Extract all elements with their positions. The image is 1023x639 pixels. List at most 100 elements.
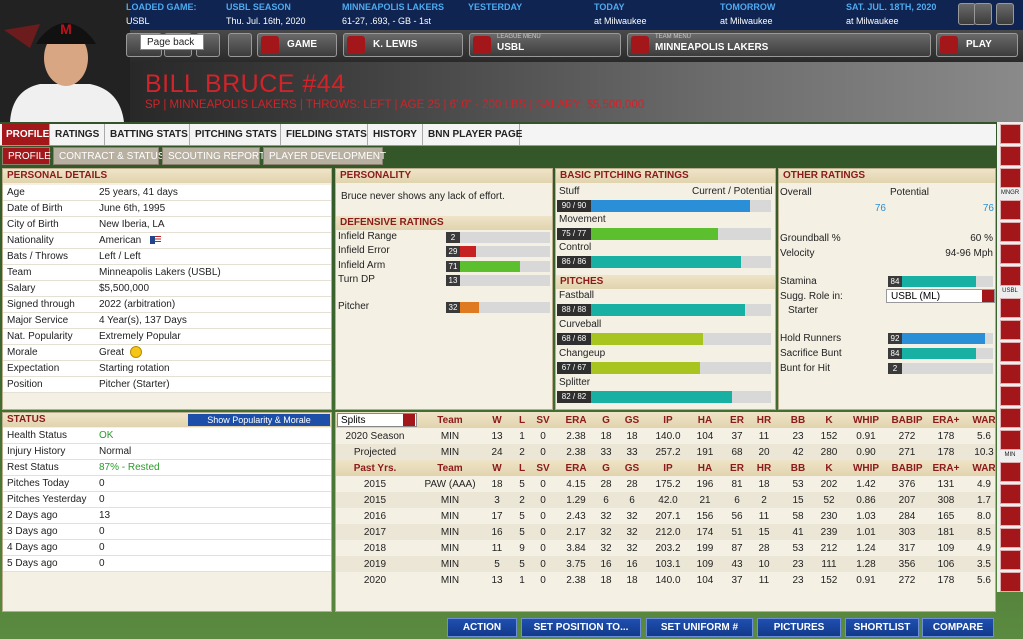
- detail-row: [3, 361, 331, 377]
- tab[interactable]: PROFILE: [2, 124, 50, 145]
- status-row: [3, 428, 331, 444]
- stats-row: [336, 492, 995, 508]
- sidebar-button[interactable]: [1000, 408, 1021, 428]
- subtab[interactable]: CONTRACT & STATUS: [53, 147, 165, 165]
- stats-cell: 18: [600, 575, 612, 586]
- tooltip: Page back: [140, 34, 204, 50]
- tab[interactable]: FIELDING STATS: [282, 124, 368, 145]
- home-button[interactable]: [228, 33, 252, 57]
- sidebar-button[interactable]: [1000, 484, 1021, 504]
- splits-dropdown[interactable]: Splits: [337, 413, 417, 427]
- player-name: BILL BRUCE #44: [145, 70, 346, 98]
- sidebar-button[interactable]: [1000, 200, 1021, 220]
- sidebar-button[interactable]: [1000, 506, 1021, 526]
- nav-button-icon: [347, 36, 365, 54]
- pitch-label: Curveball: [559, 319, 602, 330]
- detail-row: [3, 233, 331, 249]
- stats-cell: 28: [626, 479, 638, 490]
- stats-cell: 207.1: [655, 511, 681, 522]
- bottom-button[interactable]: SET UNIFORM #: [646, 618, 753, 637]
- sidebar-button[interactable]: [1000, 146, 1021, 166]
- stats-cell: 181: [937, 527, 955, 538]
- stats-cell: 2015: [363, 479, 387, 490]
- sidebar-button[interactable]: [1000, 124, 1021, 144]
- sidebar-button[interactable]: [1000, 342, 1021, 362]
- pitch-label: Splitter: [559, 377, 591, 388]
- tab[interactable]: RATINGS: [51, 124, 105, 145]
- info-label: Velocity: [780, 248, 815, 259]
- bottom-button[interactable]: ACTION: [447, 618, 517, 637]
- stats-cell: 109: [937, 543, 955, 554]
- bottom-button[interactable]: PICTURES: [757, 618, 841, 637]
- status-value: 87% - Rested: [99, 462, 160, 473]
- stats-row: [336, 556, 995, 572]
- sidebar-button[interactable]: [1000, 168, 1021, 188]
- stats-header: GS: [624, 463, 640, 474]
- bottom-button[interactable]: SET POSITION TO...: [521, 618, 641, 637]
- top-icon-help[interactable]: [974, 3, 992, 25]
- stats-cell: MIN: [440, 431, 460, 442]
- detail-row: [3, 345, 331, 361]
- bottom-button[interactable]: SHORTLIST: [845, 618, 919, 637]
- detail-value: $5,500,000: [99, 283, 150, 294]
- rating-value: 67 / 67: [557, 362, 591, 374]
- status-label: Pitches Today: [7, 478, 70, 489]
- nav-button-label: MINNEAPOLIS LAKERS: [655, 42, 769, 53]
- stats-header: HA: [697, 463, 713, 474]
- tab[interactable]: HISTORY: [369, 124, 423, 145]
- rating-label: Movement: [559, 214, 606, 225]
- sidebar-button[interactable]: [1000, 550, 1021, 570]
- nav-button[interactable]: [627, 33, 931, 57]
- rating-value: 71: [446, 261, 460, 272]
- rating-label: Turn DP: [338, 274, 375, 285]
- status-button[interactable]: Show Popularity & Morale: [188, 414, 330, 426]
- sidebar-button[interactable]: [1000, 462, 1021, 482]
- detail-label: Salary: [7, 283, 36, 294]
- detail-row: [3, 377, 331, 393]
- stats-cell: 271: [898, 447, 916, 458]
- stats-cell: 2015: [363, 495, 387, 506]
- bottom-button[interactable]: COMPARE: [922, 618, 994, 637]
- nav-button[interactable]: [469, 33, 621, 57]
- subtab[interactable]: SCOUTING REPORTS: [162, 147, 272, 165]
- sidebar-button[interactable]: [1000, 320, 1021, 340]
- subtab[interactable]: PLAYER DEVELOPMENT: [263, 147, 386, 165]
- sidebar-button[interactable]: [1000, 298, 1021, 318]
- stats-cell: 0.86: [856, 495, 876, 506]
- detail-row: [3, 313, 331, 329]
- sidebar-button[interactable]: [1000, 572, 1021, 592]
- stats-cell: 178: [937, 447, 955, 458]
- stats-header: Team: [437, 463, 463, 474]
- stats-header: ER: [730, 463, 744, 474]
- stats-cell: 6: [734, 495, 740, 506]
- sidebar-button[interactable]: [1000, 222, 1021, 242]
- tab[interactable]: BATTING STATS: [106, 124, 190, 145]
- stats-cell: 1: [519, 575, 525, 586]
- tab[interactable]: BNN PLAYER PAGE: [424, 124, 522, 145]
- stats-cell: 10.3: [974, 447, 994, 458]
- stats-cell: 15: [792, 495, 804, 506]
- subtab[interactable]: PROFILE: [2, 147, 51, 165]
- top-bar-label: MINNEAPOLIS LAKERS: [342, 2, 445, 12]
- sidebar-button[interactable]: [1000, 430, 1021, 450]
- rating-value: 84: [888, 276, 902, 287]
- role-dropdown[interactable]: USBL (ML): [886, 289, 995, 303]
- sidebar-button[interactable]: [1000, 244, 1021, 264]
- stats-cell: 140.0: [655, 431, 681, 442]
- stats-cell: 3: [494, 495, 500, 506]
- stats-cell: 3.5: [977, 559, 991, 570]
- sidebar-button[interactable]: [1000, 528, 1021, 548]
- top-icon-search[interactable]: [996, 3, 1014, 25]
- stats-cell: 1.24: [856, 543, 876, 554]
- rating-bar: [557, 333, 703, 345]
- detail-row: [3, 249, 331, 265]
- stats-header: G: [602, 415, 610, 426]
- sidebar-button[interactable]: [1000, 364, 1021, 384]
- sidebar-button[interactable]: [1000, 266, 1021, 286]
- sidebar-button[interactable]: [1000, 386, 1021, 406]
- stats-header: IP: [663, 463, 673, 474]
- stats-cell: 2: [519, 447, 525, 458]
- top-bar-label: USBL SEASON: [226, 2, 291, 12]
- tab[interactable]: PITCHING STATS: [191, 124, 281, 145]
- stats-cell: 0: [540, 559, 546, 570]
